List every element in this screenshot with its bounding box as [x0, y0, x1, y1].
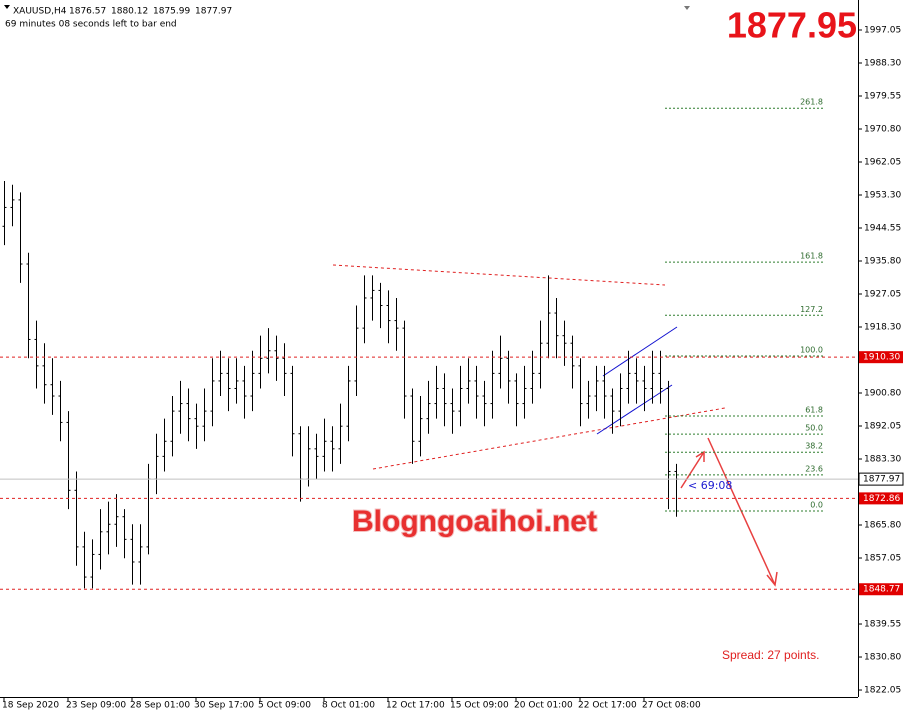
current-price-box	[858, 472, 904, 486]
watermark: Blogngoaihoi.net	[352, 505, 597, 538]
x-tick-label: 30 Sep 17:00	[194, 701, 254, 711]
x-tick-label: 12 Oct 17:00	[386, 701, 445, 711]
header-close: 1877.97	[195, 7, 232, 17]
countdown: < 69:08	[688, 479, 732, 492]
y-tick-label: 1962.05	[864, 157, 901, 167]
y-tick-label: 1865.80	[864, 521, 901, 531]
current-price-label: 1877.97	[863, 475, 900, 485]
fibo-label: 38.2	[805, 442, 823, 451]
x-tick-label: 20 Oct 01:00	[514, 701, 573, 711]
y-tick-label: 1927.05	[864, 289, 901, 299]
fibo-label: 261.8	[800, 98, 823, 107]
x-tick-label: 5 Oct 09:00	[258, 701, 311, 711]
y-tick-label: 1944.55	[864, 223, 901, 233]
header-low: 1875.99	[153, 7, 190, 17]
y-tick-label: 1839.55	[864, 620, 901, 630]
arrow	[680, 451, 705, 489]
level-box	[859, 583, 903, 596]
trendline	[372, 407, 726, 470]
y-tick-label: 1822.05	[864, 686, 901, 696]
y-tick-label: 1935.80	[864, 256, 901, 266]
x-tick-label: 28 Sep 01:00	[130, 701, 190, 711]
y-tick-label: 1857.05	[864, 554, 901, 564]
channel-line	[602, 326, 678, 377]
symbol-icon	[4, 5, 10, 9]
x-tick-label: 27 Oct 08:00	[642, 701, 701, 711]
x-tick-label: 18 Sep 2020	[2, 701, 59, 711]
level-label: 1910.30	[863, 353, 900, 363]
y-tick-label: 1892.05	[864, 422, 901, 432]
x-tick-label: 22 Oct 17:00	[578, 701, 637, 711]
y-tick-label: 1988.30	[864, 58, 901, 68]
header-high: 1880.12	[111, 7, 148, 17]
level-label: 1848.77	[863, 585, 900, 595]
fibo-label: 61.8	[805, 406, 823, 415]
spread-text: Spread: 27 points.	[722, 648, 819, 662]
x-tick-label: 15 Oct 09:00	[450, 701, 509, 711]
header-open: 1876.57	[69, 7, 106, 17]
y-tick-label: 1970.80	[864, 124, 901, 134]
channel-line	[596, 384, 673, 435]
collapse-icon[interactable]	[684, 6, 690, 10]
y-tick-label: 1900.80	[864, 389, 901, 399]
fibo-label: 0.0	[810, 501, 823, 510]
level-box	[859, 492, 903, 505]
symbol: XAUUSD,H4	[13, 7, 67, 17]
level-box	[859, 351, 903, 364]
y-tick-label: 1883.30	[864, 455, 901, 465]
fibo-label: 23.6	[805, 464, 823, 473]
big-price: 1877.95	[727, 5, 857, 46]
fibo-label: 161.8	[800, 252, 823, 261]
y-tick-label: 1997.05	[864, 25, 901, 35]
fibo-label: 50.0	[805, 424, 823, 433]
level-label: 1872.86	[863, 494, 900, 504]
fibo-label: 127.2	[800, 305, 823, 314]
x-tick-label: 23 Sep 09:00	[66, 701, 126, 711]
x-tick-label: 8 Oct 01:00	[322, 701, 375, 711]
arrow-head	[766, 571, 778, 587]
y-tick-label: 1918.30	[864, 323, 901, 333]
trendline	[332, 264, 666, 286]
fibo-label: 100.0	[800, 346, 823, 355]
y-tick-label: 1830.80	[864, 653, 901, 663]
arrow-head	[695, 450, 705, 462]
y-tick-label: 1979.55	[864, 91, 901, 101]
timer-text: 69 minutes 08 seconds left to bar end	[5, 20, 177, 30]
y-tick-label: 1953.30	[864, 190, 901, 200]
